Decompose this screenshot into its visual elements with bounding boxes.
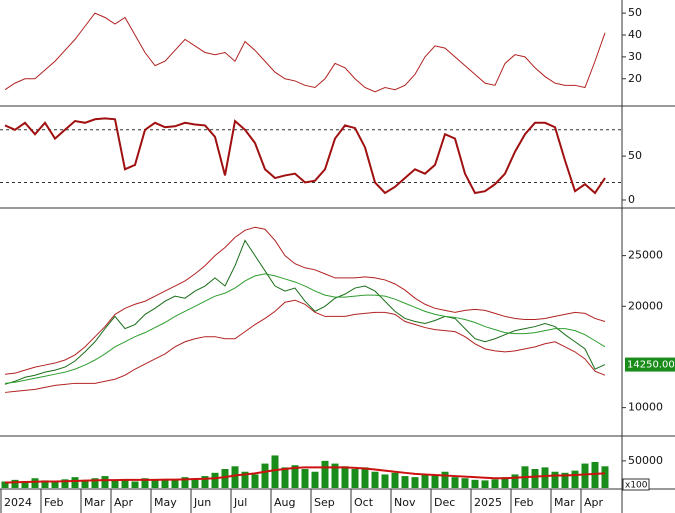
volume-bar: [51, 481, 59, 488]
y-tick-label: 30: [628, 50, 642, 63]
last-price-box: [625, 357, 675, 372]
volume-bar: [81, 479, 89, 488]
volume-bar: [111, 480, 119, 488]
series-line: [4, 226, 606, 375]
volume-bar: [171, 479, 179, 488]
volume-bar: [551, 471, 559, 488]
x-tick-label: Jul: [233, 496, 247, 509]
volume-bar: [101, 476, 109, 488]
volume-bar: [531, 469, 539, 488]
volume-bar: [291, 465, 299, 488]
volume-bar: [471, 479, 479, 488]
x-tick-label: May: [154, 496, 177, 509]
series-line: [4, 466, 606, 484]
x-tick-label: 2024: [4, 496, 32, 509]
volume-bar: [301, 469, 309, 488]
volume-bar: [601, 466, 609, 488]
volume-bar: [311, 471, 319, 488]
volume-bar: [371, 471, 379, 488]
x-tick-label: Mar: [554, 496, 575, 509]
volume-bar: [581, 463, 589, 488]
volume-bar: [321, 460, 329, 488]
volume-bar: [181, 477, 189, 488]
x-tick-label: Apr: [584, 496, 604, 509]
volume-bar: [61, 479, 69, 488]
volume-bar: [331, 463, 339, 488]
volume-bar: [571, 470, 579, 488]
volume-bar: [481, 480, 489, 488]
x-tick-label: Feb: [514, 496, 533, 509]
x-tick-label: Jun: [193, 496, 211, 509]
y-tick-label: 20: [628, 72, 642, 85]
x-tick-label: Feb: [44, 496, 63, 509]
series-line: [4, 12, 606, 93]
volume-bar: [31, 478, 39, 488]
y-tick-label: 20000: [628, 299, 663, 312]
x-tick-label: Sep: [314, 496, 335, 509]
volume-bar: [91, 478, 99, 488]
x-tick-label: Oct: [354, 496, 374, 509]
y-tick-label: 40: [628, 28, 642, 41]
volume-bar: [231, 466, 239, 488]
y-tick-label: 50000: [628, 454, 663, 467]
volume-bar: [361, 467, 369, 488]
volume-bar: [41, 480, 49, 488]
volume-bar: [501, 477, 509, 488]
last-price-label: 14250.00: [627, 360, 675, 371]
volume-bar: [281, 467, 289, 488]
volume-bar: [381, 474, 389, 488]
x-tick-label: Aug: [274, 496, 295, 509]
y-tick-label: 0: [628, 193, 635, 206]
volume-bar: [251, 474, 259, 488]
volume-bar: [71, 477, 79, 488]
volume-bar: [451, 477, 459, 488]
y-tick-label: 10000: [628, 401, 663, 414]
volume-bar: [401, 476, 409, 488]
volume-bar: [411, 477, 419, 488]
volume-bar: [261, 463, 269, 488]
volume-bar: [211, 472, 219, 488]
volume-bar: [391, 472, 399, 488]
volume-bar: [11, 479, 19, 488]
y-tick-label: 50: [628, 6, 642, 19]
volume-bar: [191, 478, 199, 488]
volume-bar: [441, 471, 449, 488]
volume-bar: [131, 481, 139, 488]
volume-bar: [541, 467, 549, 488]
volume-bar: [241, 471, 249, 488]
volume-bar: [341, 466, 349, 488]
volume-bar: [21, 482, 29, 488]
volume-bar: [161, 479, 169, 488]
volume-bar: [511, 474, 519, 488]
volume-bar: [421, 474, 429, 488]
volume-bar: [201, 476, 209, 488]
volume-bar: [431, 474, 439, 488]
series-line: [4, 117, 606, 195]
volume-bar: [121, 479, 129, 488]
series-line: [4, 299, 606, 393]
x-tick-label: Dec: [434, 496, 455, 509]
volume-bar: [271, 455, 279, 488]
volume-bar: [351, 469, 359, 488]
volume-bar: [591, 461, 599, 488]
volume-bar: [491, 479, 499, 488]
volume-bar: [461, 478, 469, 488]
y-tick-label: 50: [628, 149, 642, 162]
x-tick-label: Nov: [394, 496, 416, 509]
y-tick-label: 25000: [628, 249, 663, 262]
unit-label: x100: [625, 481, 648, 491]
volume-bar: [561, 472, 569, 488]
x-tick-label: 2025: [474, 496, 502, 509]
volume-bar: [151, 480, 159, 488]
volume-bar: [141, 478, 149, 488]
x-tick-label: Apr: [114, 496, 134, 509]
x-tick-label: Mar: [84, 496, 105, 509]
volume-bar: [221, 469, 229, 488]
volume-bar: [1, 481, 9, 488]
unit-box: [622, 478, 650, 491]
series-line: [4, 273, 606, 384]
series-line: [4, 239, 606, 385]
